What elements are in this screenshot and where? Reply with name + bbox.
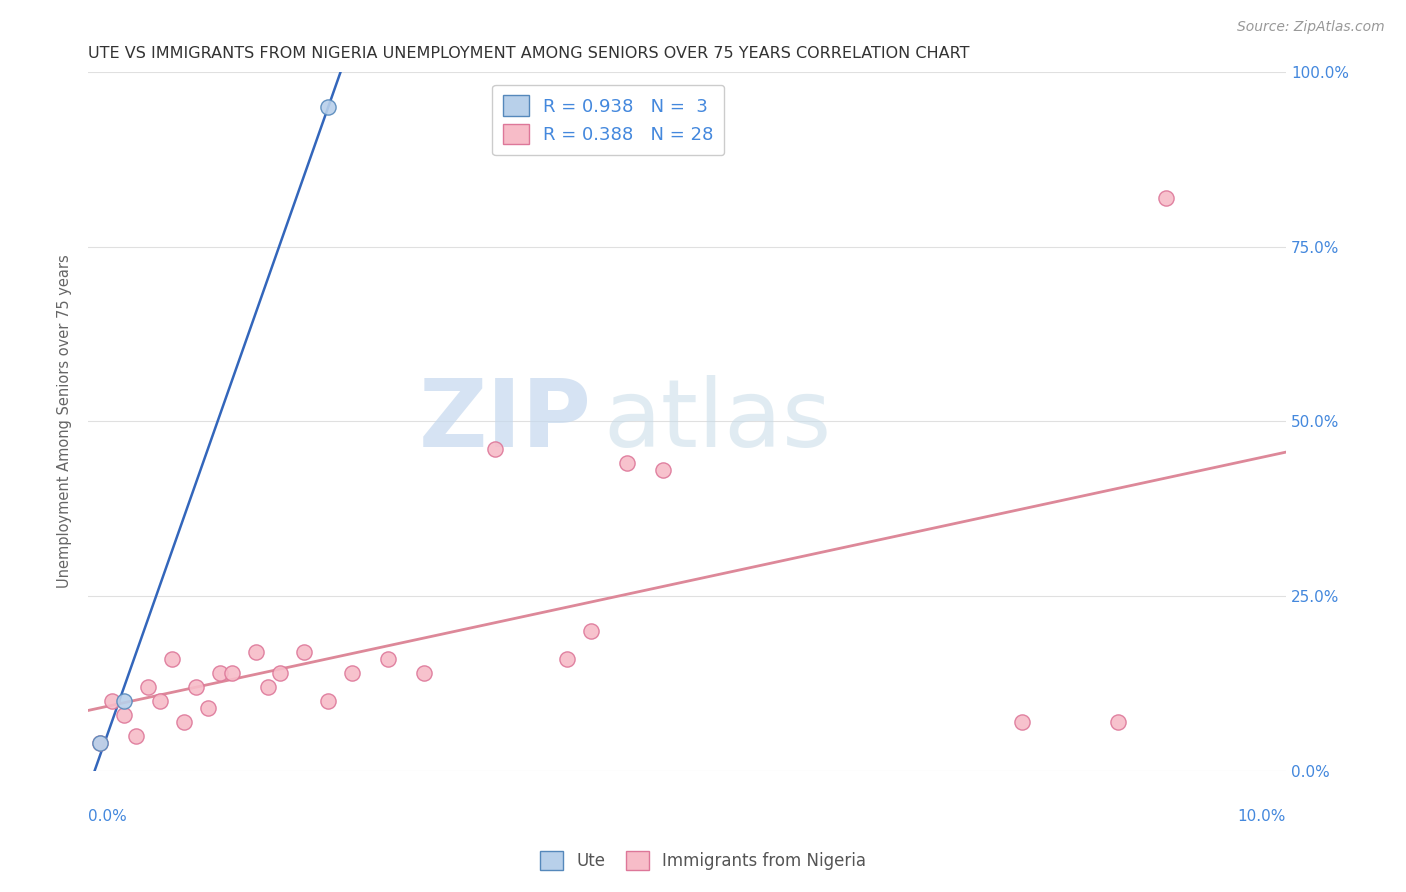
Point — [292, 645, 315, 659]
Text: atlas: atlas — [603, 376, 831, 467]
Point — [89, 736, 111, 750]
Point — [245, 645, 267, 659]
Point — [208, 665, 231, 680]
Point — [149, 694, 172, 708]
Point — [555, 652, 578, 666]
Point — [197, 701, 219, 715]
Text: 10.0%: 10.0% — [1237, 809, 1286, 824]
Point — [1011, 714, 1033, 729]
Point — [652, 463, 675, 477]
Legend: Ute, Immigrants from Nigeria: Ute, Immigrants from Nigeria — [533, 844, 873, 877]
Point — [221, 665, 243, 680]
Point — [256, 680, 278, 694]
Point — [1107, 714, 1129, 729]
Point — [581, 624, 603, 638]
Point — [1154, 191, 1177, 205]
Point — [412, 665, 434, 680]
Point — [89, 736, 111, 750]
Text: ZIP: ZIP — [419, 376, 592, 467]
Point — [112, 707, 135, 722]
Text: 0.0%: 0.0% — [89, 809, 127, 824]
Point — [101, 694, 124, 708]
Point — [316, 694, 339, 708]
Point — [616, 456, 638, 470]
Point — [484, 442, 506, 457]
Text: UTE VS IMMIGRANTS FROM NIGERIA UNEMPLOYMENT AMONG SENIORS OVER 75 YEARS CORRELAT: UTE VS IMMIGRANTS FROM NIGERIA UNEMPLOYM… — [89, 46, 970, 62]
Point — [184, 680, 207, 694]
Point — [136, 680, 159, 694]
Legend: R = 0.938   N =  3, R = 0.388   N = 28: R = 0.938 N = 3, R = 0.388 N = 28 — [492, 85, 724, 155]
Y-axis label: Unemployment Among Seniors over 75 years: Unemployment Among Seniors over 75 years — [58, 254, 72, 589]
Point — [173, 714, 195, 729]
Text: Source: ZipAtlas.com: Source: ZipAtlas.com — [1237, 20, 1385, 34]
Point — [112, 694, 135, 708]
Point — [316, 100, 339, 114]
Point — [377, 652, 399, 666]
Point — [160, 652, 183, 666]
Point — [125, 729, 148, 743]
Point — [340, 665, 363, 680]
Point — [269, 665, 291, 680]
